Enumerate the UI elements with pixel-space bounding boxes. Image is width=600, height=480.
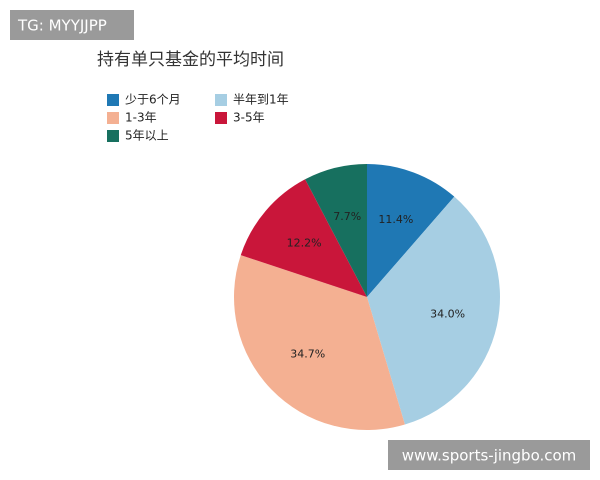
legend-swatch (107, 130, 119, 142)
watermark: TG: MYYJJPP (17, 17, 107, 35)
pie-slice (234, 255, 405, 430)
legend-label: 1-3年 (125, 111, 157, 125)
legend-label: 半年到1年 (233, 93, 289, 107)
legend-label: 少于6个月 (125, 93, 181, 107)
legend-swatch (107, 94, 119, 106)
watermark-box (388, 440, 590, 470)
data-label: 7.7% (333, 210, 361, 223)
data-label: 11.4% (378, 213, 413, 226)
watermark-box (10, 10, 134, 40)
legend-label: 3-5年 (233, 111, 265, 125)
pie: 11.4% 34.0% 34.7% 12.2% 7.7% (234, 164, 500, 430)
data-label: 12.2% (287, 237, 322, 250)
legend: 少于6个月 半年到1年 1-3年 3-5年 5年以上 (107, 93, 289, 143)
legend-swatch (107, 112, 119, 124)
watermark: www.sports-jingbo.com (402, 447, 577, 465)
pie-slice (367, 196, 500, 425)
legend-swatch (215, 94, 227, 106)
chart-title: 持有单只基金的平均时间 (97, 50, 284, 70)
pie-slice (240, 179, 367, 297)
pie-slice (367, 164, 455, 297)
legend-swatch (215, 112, 227, 124)
legend-label: 5年以上 (125, 129, 169, 143)
pie-slice (305, 164, 367, 297)
data-label: 34.0% (430, 307, 465, 320)
data-label: 34.7% (290, 347, 325, 360)
